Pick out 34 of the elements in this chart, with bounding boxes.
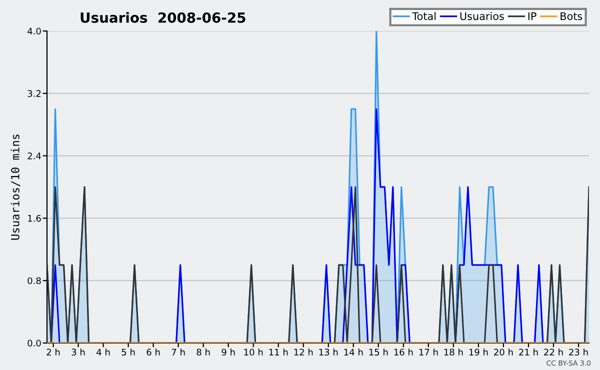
legend-label: Bots: [560, 12, 582, 20]
x-tick-label: 15 h: [369, 348, 388, 356]
y-tick-label: 4.0: [28, 28, 41, 35]
x-tick-label: 21 h: [519, 348, 538, 356]
x-tick-label: 8 h: [196, 348, 210, 356]
x-tick-label: 20 h: [494, 348, 513, 356]
x-tick-label: 6 h: [146, 348, 160, 356]
chart-title: Usuarios 2008-06-25: [80, 12, 246, 23]
x-tick-label: 18 h: [444, 348, 463, 356]
y-tick-label: 3.2: [28, 90, 41, 97]
x-tick-label: 3 h: [72, 348, 85, 356]
y-axis-title: Usuarios/10 mins: [10, 134, 20, 240]
x-tick-label: 4 h: [96, 348, 110, 356]
x-tick-label: 23 h: [569, 348, 588, 356]
x-tick-label: 14 h: [344, 348, 363, 356]
x-tick-label: 17 h: [419, 348, 438, 356]
y-tick-label: 0.8: [28, 277, 41, 284]
x-tick-label: 5 h: [122, 348, 135, 356]
x-tick-label: 13 h: [319, 348, 338, 356]
x-tick-label: 16 h: [394, 348, 413, 356]
y-tick-label: 1.6: [28, 214, 41, 222]
legend-label: Usuarios: [460, 12, 504, 20]
x-tick-label: 2 h: [46, 348, 60, 356]
y-tick-label: 0.0: [28, 340, 41, 347]
x-tick-label: 9 h: [222, 348, 235, 356]
x-tick-label: 22 h: [544, 348, 563, 356]
x-tick-label: 12 h: [294, 348, 313, 356]
legend-label: Total: [412, 12, 436, 20]
x-tick-label: 11 h: [269, 348, 288, 356]
legend-label: IP: [528, 12, 536, 20]
x-tick-label: 10 h: [244, 348, 263, 356]
y-tick-label: 2.4: [28, 152, 41, 160]
x-tick-label: 19 h: [469, 348, 488, 356]
x-tick-label: 7 h: [172, 348, 185, 356]
